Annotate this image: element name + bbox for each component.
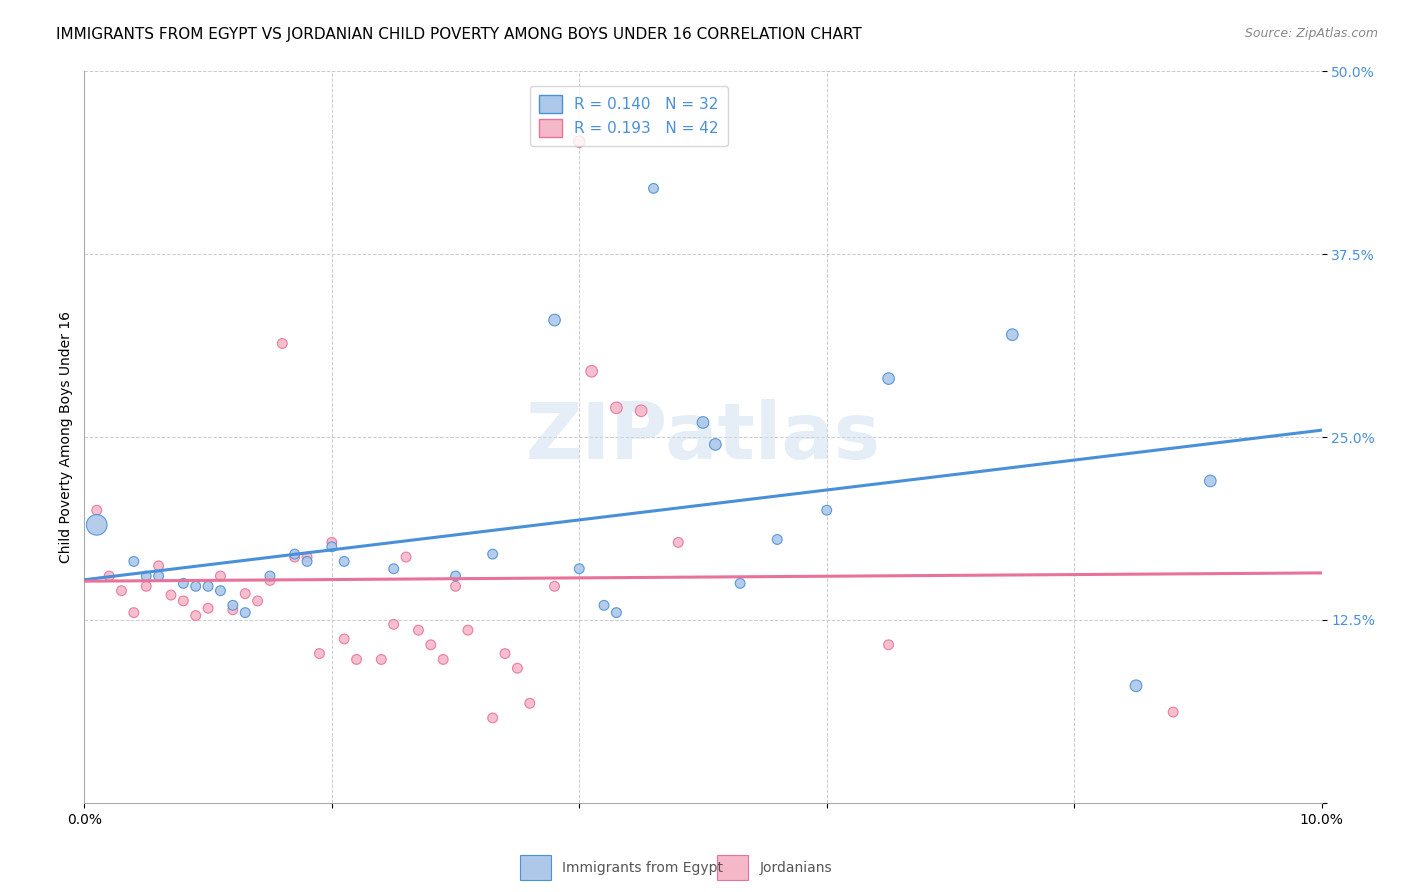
- Point: [209, 569, 232, 583]
- Point: [1125, 679, 1147, 693]
- Point: [1199, 474, 1222, 488]
- Point: [86, 517, 108, 532]
- Point: [110, 583, 132, 598]
- Point: [184, 608, 207, 623]
- Point: [506, 661, 529, 675]
- Point: [233, 586, 256, 600]
- Point: [877, 371, 900, 385]
- Point: [692, 416, 714, 430]
- Point: [160, 588, 183, 602]
- Point: [122, 554, 145, 568]
- Point: [395, 549, 418, 564]
- Point: [284, 547, 307, 561]
- Point: [122, 606, 145, 620]
- Point: [333, 632, 356, 646]
- Point: [568, 562, 591, 576]
- Point: [333, 554, 356, 568]
- Point: [172, 576, 194, 591]
- Point: [815, 503, 838, 517]
- Point: [581, 364, 603, 378]
- Point: [457, 623, 479, 637]
- Point: [321, 540, 343, 554]
- Point: [1001, 327, 1024, 342]
- Point: [630, 403, 652, 417]
- Point: [432, 652, 454, 666]
- Point: [543, 579, 565, 593]
- Point: [605, 401, 627, 415]
- Point: [308, 647, 330, 661]
- Point: [444, 569, 467, 583]
- Text: Immigrants from Egypt: Immigrants from Egypt: [562, 861, 724, 875]
- Point: [494, 647, 516, 661]
- Point: [148, 569, 170, 583]
- Point: [346, 652, 368, 666]
- Point: [246, 594, 269, 608]
- Text: Source: ZipAtlas.com: Source: ZipAtlas.com: [1244, 27, 1378, 40]
- Text: IMMIGRANTS FROM EGYPT VS JORDANIAN CHILD POVERTY AMONG BOYS UNDER 16 CORRELATION: IMMIGRANTS FROM EGYPT VS JORDANIAN CHILD…: [56, 27, 862, 42]
- Point: [197, 601, 219, 615]
- Point: [86, 503, 108, 517]
- Point: [519, 696, 541, 710]
- Point: [259, 569, 281, 583]
- Point: [197, 579, 219, 593]
- Point: [877, 638, 900, 652]
- Point: [1161, 705, 1184, 719]
- Point: [593, 599, 616, 613]
- Point: [295, 554, 318, 568]
- Point: [222, 603, 245, 617]
- Point: [643, 181, 665, 195]
- Point: [233, 606, 256, 620]
- Point: [135, 579, 157, 593]
- Point: [568, 135, 591, 149]
- Point: [481, 711, 503, 725]
- Point: [271, 336, 294, 351]
- Point: [704, 437, 727, 451]
- Point: [172, 594, 194, 608]
- Point: [98, 569, 121, 583]
- Point: [284, 549, 307, 564]
- Point: [666, 535, 689, 549]
- Point: [321, 535, 343, 549]
- Point: [543, 313, 565, 327]
- Point: [481, 547, 503, 561]
- Legend: R = 0.140   N = 32, R = 0.193   N = 42: R = 0.140 N = 32, R = 0.193 N = 42: [530, 87, 728, 146]
- Point: [444, 579, 467, 593]
- Point: [766, 533, 789, 547]
- Point: [259, 574, 281, 588]
- Point: [135, 569, 157, 583]
- Point: [148, 558, 170, 573]
- Point: [408, 623, 430, 637]
- Point: [209, 583, 232, 598]
- Point: [370, 652, 392, 666]
- Y-axis label: Child Poverty Among Boys Under 16: Child Poverty Among Boys Under 16: [59, 311, 73, 563]
- Point: [382, 617, 405, 632]
- Point: [728, 576, 751, 591]
- Point: [222, 599, 245, 613]
- Point: [295, 549, 318, 564]
- Point: [605, 606, 627, 620]
- Point: [382, 562, 405, 576]
- Text: Jordanians: Jordanians: [759, 861, 832, 875]
- Point: [184, 579, 207, 593]
- Point: [419, 638, 441, 652]
- Text: ZIPatlas: ZIPatlas: [526, 399, 880, 475]
